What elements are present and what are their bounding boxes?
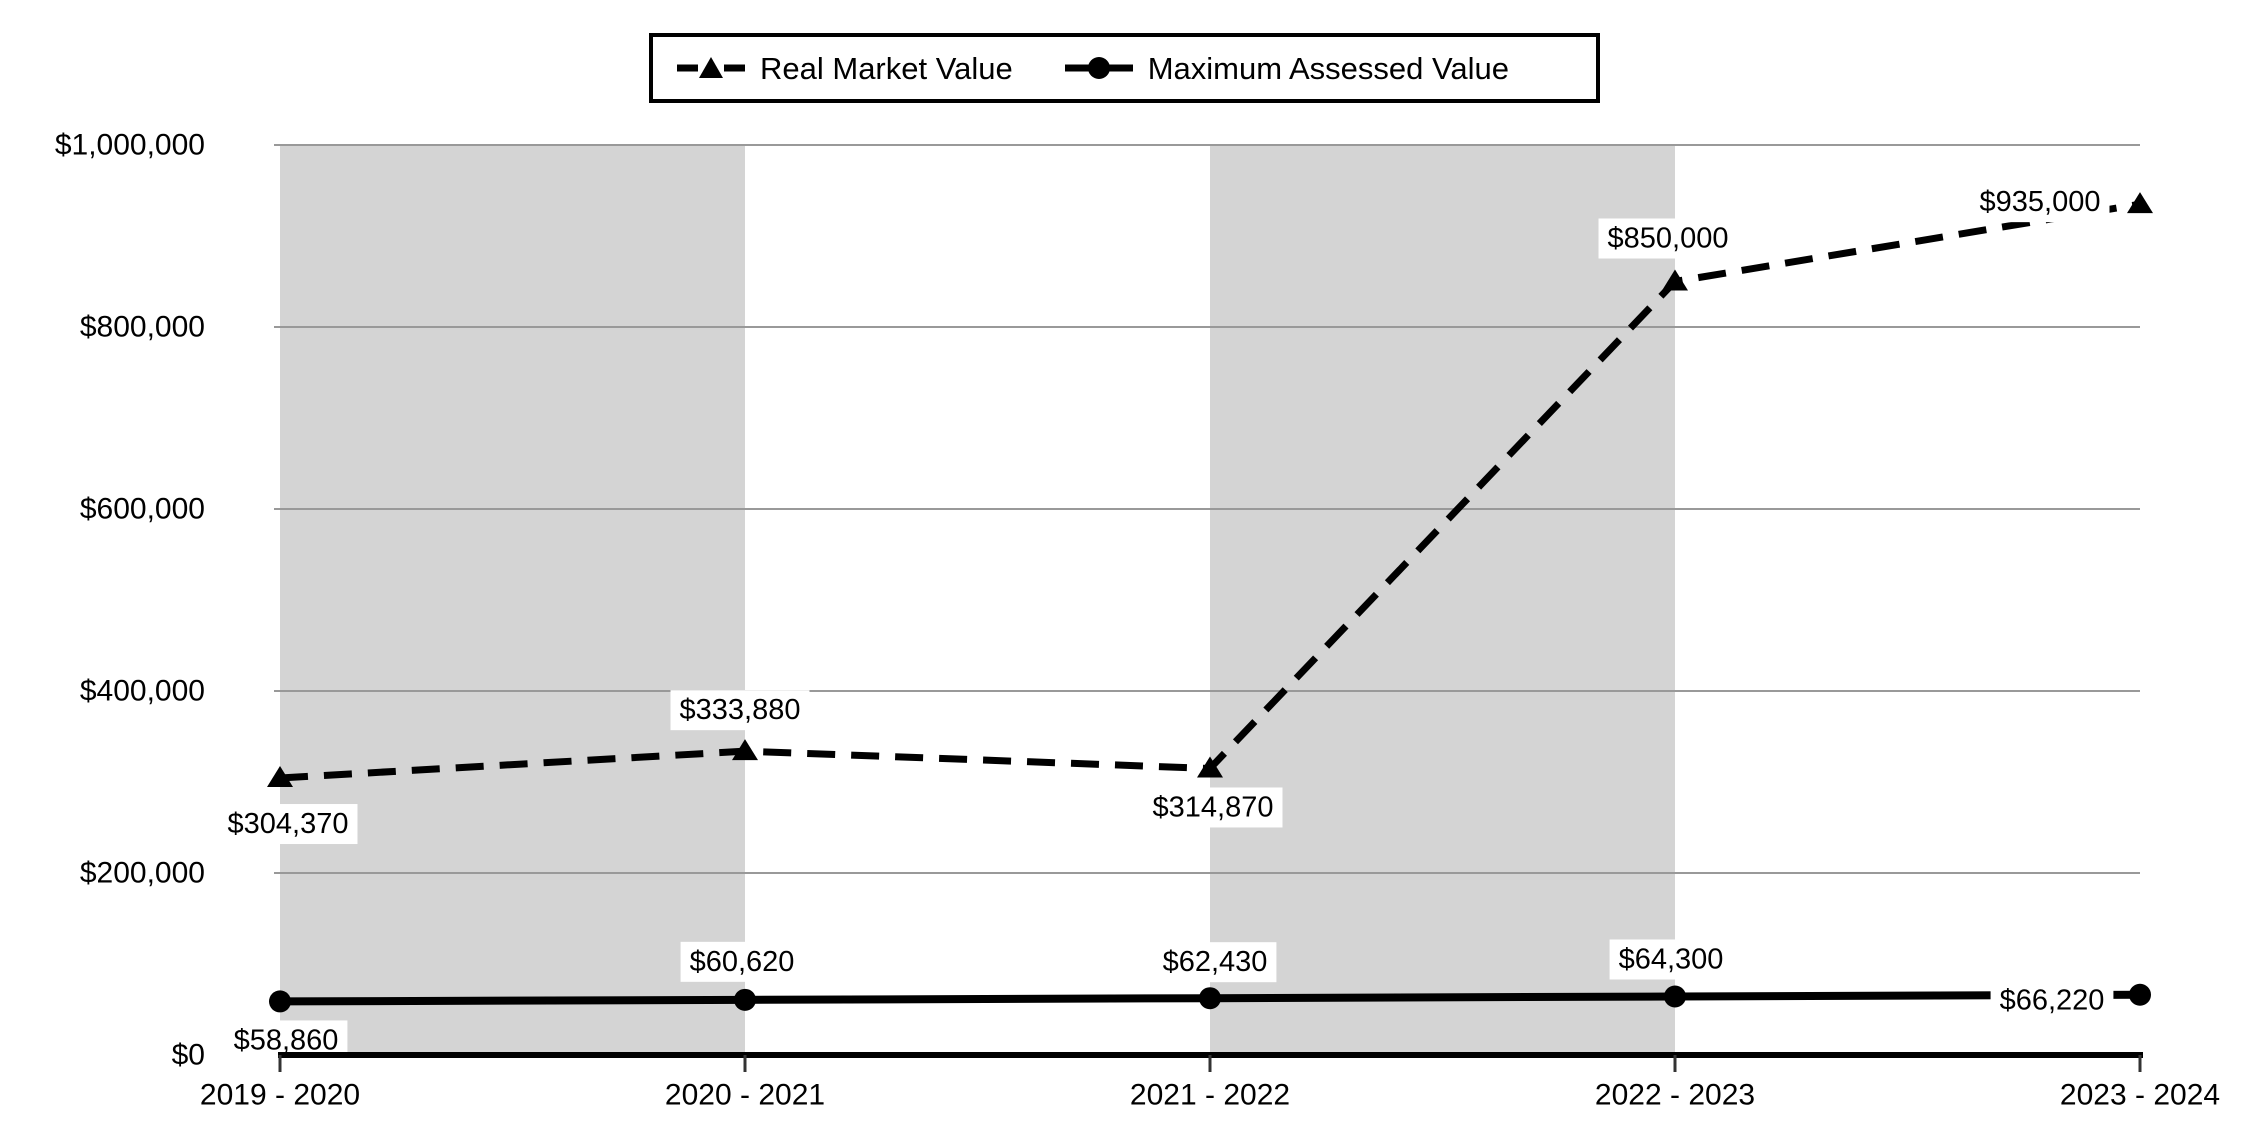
y-axis-tick-label: $1,000,000 <box>55 129 205 162</box>
data-label-background <box>1153 942 1277 983</box>
shaded-band <box>1210 145 1675 1055</box>
solid-line-circle-icon <box>1064 57 1133 79</box>
circle-marker <box>1199 987 1221 1010</box>
data-label: $64,300 <box>1619 943 1724 975</box>
data-label-background <box>670 690 810 731</box>
chart-legend: Real Market Value Maximum Assessed Value <box>649 33 1600 103</box>
x-axis-tick-label: 2021 - 2022 <box>1130 1079 1290 1112</box>
y-axis-tick-label: $800,000 <box>80 311 205 344</box>
data-label-background <box>1598 218 1738 259</box>
x-axis-tick-label: 2019 - 2020 <box>200 1079 360 1112</box>
dashed-line-triangle-icon <box>677 57 745 78</box>
triangle-marker <box>2127 192 2153 214</box>
data-label-background <box>218 804 358 845</box>
legend-item-maximum-assessed-value: Maximum Assessed Value <box>1064 50 1509 86</box>
y-axis-tick-label: $400,000 <box>80 675 205 708</box>
data-label: $58,860 <box>234 1024 339 1056</box>
y-axis-tick-label: $600,000 <box>80 493 205 526</box>
triangle-marker <box>1662 269 1688 291</box>
y-axis-tick-label: $0 <box>172 1039 205 1072</box>
x-axis-tick-label: 2022 - 2023 <box>1595 1079 1755 1112</box>
data-label-background <box>1970 182 2110 223</box>
data-label-background <box>680 941 804 982</box>
x-axis-tick-label: 2020 - 2021 <box>665 1079 825 1112</box>
data-label: $850,000 <box>1608 223 1729 255</box>
triangle-marker <box>732 739 758 761</box>
data-label: $66,220 <box>2000 985 2105 1017</box>
legend-label-maximum-assessed-value: Maximum Assessed Value <box>1147 50 1509 86</box>
data-label: $935,000 <box>1980 186 2101 218</box>
data-label: $314,870 <box>1153 791 1274 823</box>
data-label: $304,370 <box>228 808 349 840</box>
data-label-background <box>1990 980 2114 1021</box>
legend-item-real-market-value: Real Market Value <box>677 52 1013 84</box>
circle-marker <box>269 990 291 1013</box>
x-axis-tick-label: 2023 - 2024 <box>2060 1079 2220 1112</box>
data-label: $333,880 <box>680 694 801 726</box>
triangle-marker <box>1197 756 1223 778</box>
triangle-marker <box>267 766 293 788</box>
data-label: $60,620 <box>690 946 795 978</box>
shaded-band <box>280 145 745 1055</box>
legend-label-real-market-value: Real Market Value <box>760 50 1013 86</box>
circle-marker <box>1664 985 1686 1008</box>
data-label-background <box>1143 787 1283 828</box>
data-label-background <box>1609 939 1733 980</box>
circle-marker <box>2129 983 2151 1006</box>
data-label: $62,430 <box>1163 946 1268 978</box>
y-axis-tick-label: $200,000 <box>80 857 205 890</box>
circle-marker <box>734 988 756 1011</box>
